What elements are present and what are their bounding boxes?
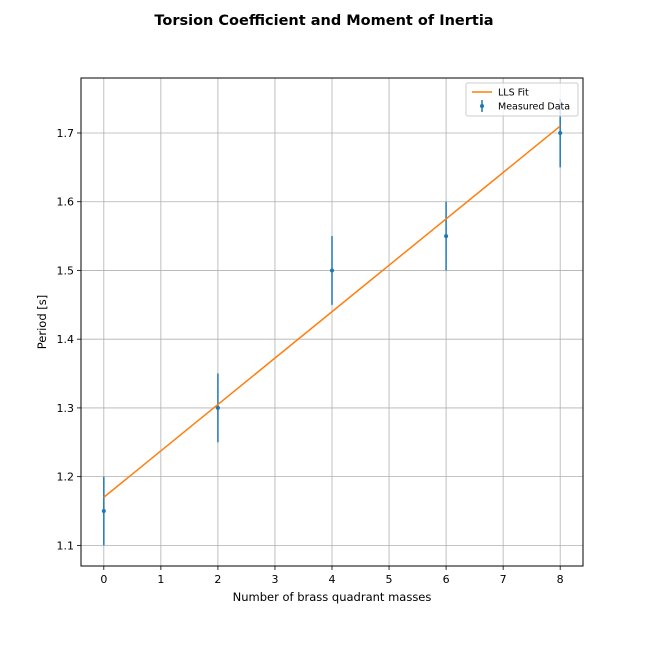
x-tick-label: 2 (214, 573, 221, 586)
y-axis-ticks: 1.1 1.2 1.3 1.4 1.5 1.6 1.7 (57, 127, 81, 552)
y-tick-label: 1.7 (57, 127, 75, 140)
chart-title: Torsion Coefficient and Moment of Inerti… (154, 13, 493, 29)
x-tick-label: 4 (329, 573, 336, 586)
legend-measured-data-marker-swatch (480, 104, 484, 108)
x-tick-label: 5 (386, 573, 393, 586)
y-tick-label: 1.5 (57, 264, 75, 277)
measured-data-point (444, 234, 449, 239)
lls-fit-line (103, 125, 561, 498)
legend-lls-fit-label: LLS Fit (498, 88, 529, 99)
legend: LLS Fit Measured Data (465, 82, 579, 117)
y-tick-label: 1.3 (57, 402, 75, 415)
measured-data-point (558, 130, 563, 135)
measured-data-point (215, 405, 220, 410)
x-axis-label: Number of brass quadrant masses (233, 590, 432, 604)
y-tick-label: 1.4 (57, 333, 75, 346)
x-tick-label: 7 (500, 573, 507, 586)
legend-measured-data-label: Measured Data (498, 102, 570, 113)
x-tick-label: 0 (100, 573, 107, 586)
y-tick-label: 1.2 (57, 471, 75, 484)
x-tick-label: 6 (443, 573, 450, 586)
x-tick-label: 8 (557, 573, 564, 586)
y-tick-label: 1.6 (57, 196, 75, 209)
measured-data-point (330, 268, 334, 273)
data-marks (101, 98, 563, 546)
legend-box (465, 82, 579, 117)
x-axis-ticks: 0 1 2 3 4 5 6 7 8 (100, 566, 564, 586)
y-axis-label: Period [s] (35, 295, 49, 349)
measured-data-point (101, 509, 106, 514)
x-tick-label: 3 (271, 573, 278, 586)
y-tick-label: 1.1 (57, 539, 75, 552)
x-tick-label: 1 (157, 573, 164, 586)
